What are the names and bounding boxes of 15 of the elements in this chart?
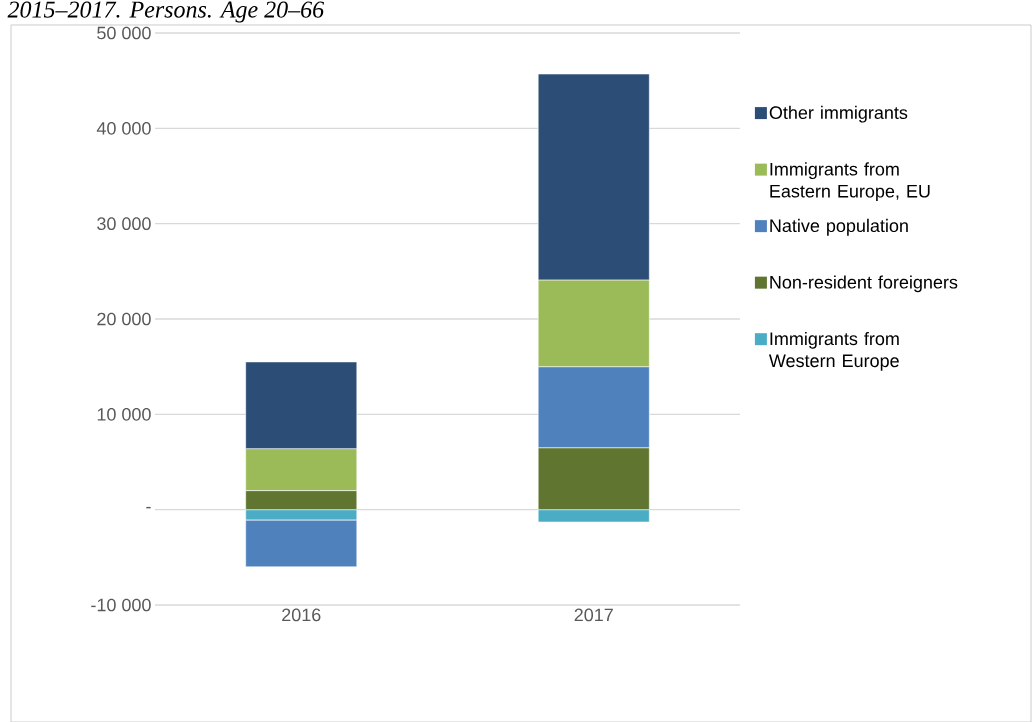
legend-label: Immigrants from Eastern Europe, EU [770, 162, 930, 202]
y-tick-label: 40 000 [96, 121, 151, 135]
x-tick-label: 2017 [574, 608, 613, 622]
y-tick-label: 50 000 [97, 26, 151, 40]
y-tick-label: 20 000 [97, 312, 151, 326]
y-tick-label: 30 000 [97, 217, 151, 231]
x-tick-label: 2016 [282, 608, 321, 622]
legend-label: Native population [770, 218, 908, 236]
legend-label: Other immigrants [769, 105, 908, 123]
legend-label: Non-resident foreigners [770, 275, 958, 293]
chart-title: 2015–2017. Persons. Age 20–66 [7, 1, 325, 23]
y-tick-label: 10 000 [97, 407, 151, 421]
y-tick-label: - [146, 506, 151, 509]
legend-label: Immigrants from Western Europe [768, 331, 899, 371]
y-tick-label: -10 000 [91, 598, 151, 612]
